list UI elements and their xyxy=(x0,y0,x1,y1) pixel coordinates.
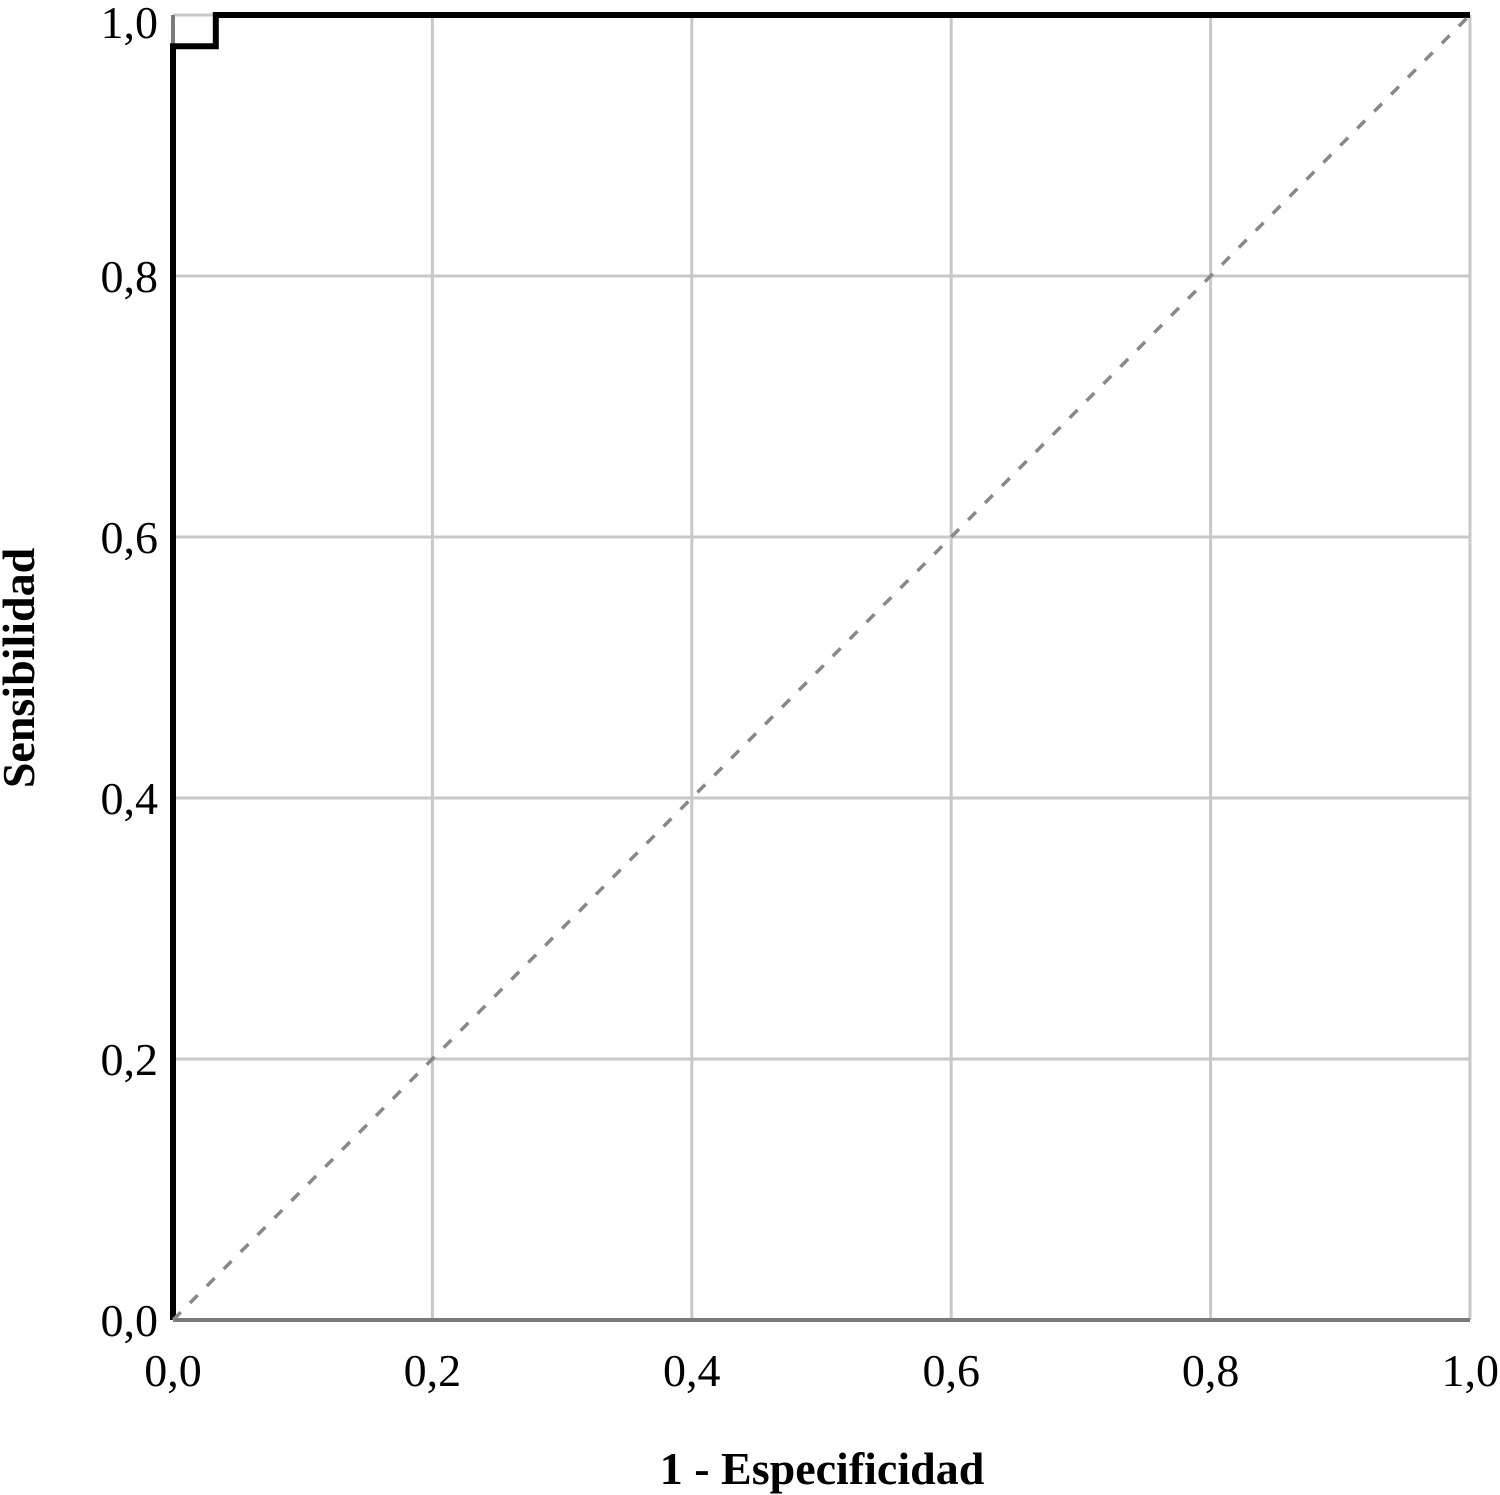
y-tick-labels: 0,0 0,2 0,4 0,6 0,8 1,0 xyxy=(101,0,159,1346)
roc-curve-line xyxy=(170,12,1470,1320)
x-tick-labels: 0,0 0,2 0,4 0,6 0,8 1,0 xyxy=(144,1345,1499,1396)
x-tick-label: 0,6 xyxy=(922,1345,980,1396)
y-tick-label: 0,4 xyxy=(101,773,159,824)
x-tick-label: 0,0 xyxy=(144,1345,202,1396)
y-tick-label: 0,0 xyxy=(101,1295,159,1346)
x-tick-label: 0,4 xyxy=(663,1345,721,1396)
y-tick-label: 0,8 xyxy=(101,251,159,302)
x-tick-label: 0,2 xyxy=(404,1345,462,1396)
data-series xyxy=(170,12,1472,1322)
reference-diagonal-line xyxy=(171,13,1472,1322)
y-axis-title: Sensibilidad xyxy=(0,547,44,788)
x-tick-label: 1,0 xyxy=(1442,1345,1500,1396)
x-axis-title: 1 - Especificidad xyxy=(660,1443,985,1494)
x-tick-label: 0,8 xyxy=(1182,1345,1240,1396)
y-tick-label: 0,6 xyxy=(101,512,159,563)
y-tick-label: 1,0 xyxy=(101,0,159,48)
y-tick-label: 0,2 xyxy=(101,1034,159,1085)
